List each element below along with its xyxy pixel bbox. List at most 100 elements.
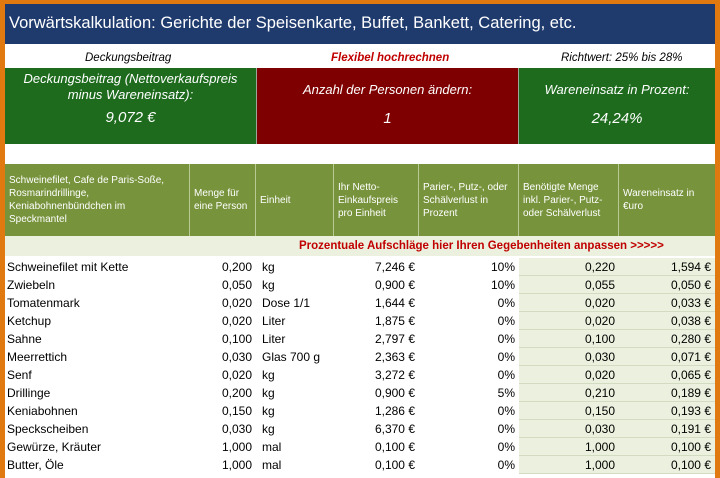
cell-price[interactable]: 3,272 €: [374, 368, 415, 382]
cell-qty[interactable]: 0,200: [221, 260, 252, 274]
cell-unit[interactable]: kg: [262, 404, 275, 418]
cell-loss[interactable]: 10%: [490, 278, 515, 292]
cell-loss[interactable]: 0%: [497, 404, 515, 418]
summary-boxes: Deckungsbeitrag (Nettoverkaufspreis minu…: [5, 68, 715, 144]
cell-cost: 0,050 €: [619, 276, 715, 294]
table-row: Senf 0,020 kg 3,272 €0% 0,020 0,065 €: [5, 366, 715, 384]
cell-unit[interactable]: kg: [262, 278, 275, 292]
cell-need: 0,055: [519, 276, 619, 294]
personen-box[interactable]: Anzahl der Personen ändern: 1: [257, 68, 519, 144]
cell-qty[interactable]: 1,000: [221, 440, 252, 454]
cell-qty[interactable]: 0,020: [221, 368, 252, 382]
cell-loss[interactable]: 0%: [497, 296, 515, 310]
cell-price[interactable]: 1,644 €: [374, 296, 415, 310]
cell-name[interactable]: Zwiebeln: [7, 278, 56, 292]
spreadsheet-frame: Vorwärtskalkulation: Gerichte der Speise…: [5, 4, 715, 478]
cell-need: 0,030: [519, 348, 619, 366]
cell-price[interactable]: 7,246 €: [374, 260, 415, 274]
info-row: Deckungsbeitrag Flexibel hochrechnen Ric…: [5, 48, 715, 68]
cell-loss[interactable]: 5%: [497, 386, 515, 400]
cell-price[interactable]: 0,900 €: [374, 278, 415, 292]
cell-name[interactable]: Butter, Öle: [7, 458, 64, 472]
cell-price[interactable]: 0,100 €: [374, 440, 415, 454]
cell-loss[interactable]: 0%: [497, 458, 515, 472]
cell-unit[interactable]: Liter: [262, 314, 286, 328]
cell-name[interactable]: Keniabohnen: [7, 404, 78, 418]
cell-price[interactable]: 0,900 €: [374, 386, 415, 400]
cell-qty[interactable]: 0,200: [221, 386, 252, 400]
cell-unit[interactable]: mal: [262, 440, 282, 454]
sheet-title: Vorwärtskalkulation: Gerichte der Speise…: [5, 4, 715, 44]
cell-name[interactable]: Meerrettich: [7, 350, 68, 364]
table-row: Ketchup 0,020 Liter 1,875 €0% 0,020 0,038 €: [5, 312, 715, 330]
cell-qty[interactable]: 0,050: [221, 278, 252, 292]
cell-name[interactable]: Senf: [7, 368, 32, 382]
notice-text: Prozentuale Aufschläge hier Ihren Gegebe…: [299, 240, 664, 252]
table-row: Tomatenmark 0,020 Dose 1/1 1,644 €0% 0,020 0,…: [5, 294, 715, 312]
cell-loss[interactable]: 0%: [497, 350, 515, 364]
cell-loss[interactable]: 0%: [497, 422, 515, 436]
info-deckungsbeitrag: Deckungsbeitrag: [85, 52, 172, 64]
table-row: Speckscheiben 0,030 kg 6,370 €0% 0,030 0,191 …: [5, 420, 715, 438]
header-verlust: Parier-, Putz-, oder Schälverlust in Pro…: [419, 164, 519, 236]
cell-unit[interactable]: kg: [262, 386, 275, 400]
cell-unit[interactable]: mal: [262, 458, 282, 472]
cell-qty[interactable]: 0,030: [221, 422, 252, 436]
cell-unit[interactable]: kg: [262, 368, 275, 382]
cell-name[interactable]: Tomatenmark: [7, 296, 80, 310]
cell-unit[interactable]: kg: [262, 260, 275, 274]
cell-name[interactable]: Schweinefilet mit Kette: [7, 260, 129, 274]
cell-cost: 0,038 €: [619, 312, 715, 330]
cell-price[interactable]: 2,363 €: [374, 350, 415, 364]
cell-cost: 0,189 €: [619, 384, 715, 402]
cell-unit[interactable]: Glas 700 g: [262, 350, 321, 364]
cell-name[interactable]: Sahne: [7, 332, 42, 346]
info-flexibel: Flexibel hochrechnen: [331, 52, 450, 64]
cell-name[interactable]: Gewürze, Kräuter: [7, 440, 102, 454]
cell-need: 0,150: [519, 402, 619, 420]
cell-cost: 0,100 €: [619, 438, 715, 456]
deckungsbeitrag-value: 9,072 €: [105, 109, 156, 126]
cell-need: 1,000: [519, 456, 619, 474]
cell-qty[interactable]: 0,020: [221, 314, 252, 328]
cell-need: 0,100: [519, 330, 619, 348]
cell-name[interactable]: Drillinge: [7, 386, 51, 400]
table-row: Butter, Öle 1,000 mal 0,100 €0% 1,000 0,100 €: [5, 456, 715, 474]
cell-loss[interactable]: 0%: [497, 314, 515, 328]
cell-loss[interactable]: 0%: [497, 440, 515, 454]
cell-qty[interactable]: 1,000: [221, 458, 252, 472]
cell-cost: 0,033 €: [619, 294, 715, 312]
cell-need: 0,020: [519, 366, 619, 384]
ingredients-table: Schweinefilet mit Kette 0,200 kg 7,246 € 10%…: [5, 258, 715, 474]
cell-qty[interactable]: 0,150: [221, 404, 252, 418]
wareneinsatz-value: 24,24%: [591, 110, 643, 127]
header-preis: Ihr Netto-Einkaufspreis pro Einheit: [334, 164, 419, 236]
cell-need: 0,030: [519, 420, 619, 438]
cell-price[interactable]: 6,370 €: [374, 422, 415, 436]
cell-cost: 0,280 €: [619, 330, 715, 348]
cell-qty[interactable]: 0,100: [221, 332, 252, 346]
header-menge: Menge für eine Person: [190, 164, 256, 236]
cell-unit[interactable]: kg: [262, 422, 275, 436]
header-dish: Schweinefilet, Cafe de Paris-Soße, Rosma…: [5, 164, 190, 236]
cell-need: 0,020: [519, 312, 619, 330]
header-wareneinsatz: Wareneinsatz in €uro: [623, 188, 695, 212]
cell-name[interactable]: Speckscheiben: [7, 422, 89, 436]
cell-price[interactable]: 1,875 €: [374, 314, 415, 328]
cell-loss[interactable]: 0%: [497, 332, 515, 346]
cell-price[interactable]: 2,797 €: [374, 332, 415, 346]
wareneinsatz-label: Wareneinsatz in Prozent:: [544, 82, 690, 97]
personen-value[interactable]: 1: [383, 110, 392, 127]
cell-qty[interactable]: 0,030: [221, 350, 252, 364]
cell-price[interactable]: 0,100 €: [374, 458, 415, 472]
cell-need: 0,020: [519, 294, 619, 312]
cell-unit[interactable]: Dose 1/1: [262, 296, 311, 310]
cell-unit[interactable]: Liter: [262, 332, 286, 346]
cell-price[interactable]: 1,286 €: [374, 404, 415, 418]
cell-qty[interactable]: 0,020: [221, 296, 252, 310]
cell-cost: 0,065 €: [619, 366, 715, 384]
cell-need: 0,210: [519, 384, 619, 402]
cell-loss[interactable]: 0%: [497, 368, 515, 382]
cell-loss[interactable]: 10%: [490, 260, 515, 274]
cell-name[interactable]: Ketchup: [7, 314, 52, 328]
